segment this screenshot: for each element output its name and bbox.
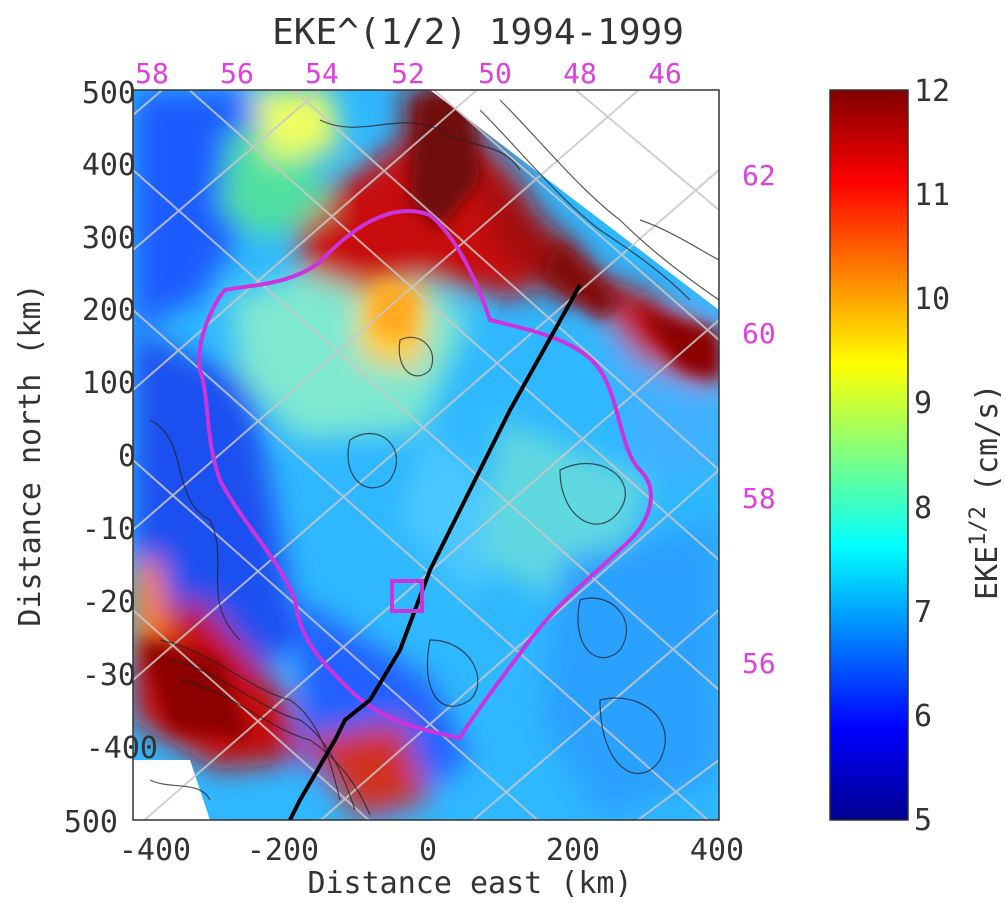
latitude-label: 56 <box>742 647 776 680</box>
y-tick-label: -20 <box>82 585 136 620</box>
y-axis-label: Distance north (km) <box>13 283 48 626</box>
colorbar-ticks: 12 11 10 9 8 7 6 5 <box>914 74 950 838</box>
x-tick-label: -400 <box>119 833 191 868</box>
colorbar-label: EKE1/2 (cm/s) <box>966 384 1005 600</box>
latitude-labels: 62 60 58 56 <box>742 159 776 680</box>
colorbar-tick-label: 5 <box>914 803 932 838</box>
y-tick-label: 500 <box>82 76 136 111</box>
plot-frame <box>132 89 720 821</box>
longitude-label: 54 <box>305 57 339 90</box>
longitude-label: 56 <box>220 57 254 90</box>
y-tick-label: 0 <box>118 439 136 474</box>
latitude-label: 62 <box>742 159 776 192</box>
colorbar-tick-label: 11 <box>914 178 950 213</box>
bathymetry-contours <box>149 99 719 816</box>
mooring-square <box>390 579 424 613</box>
colorbar-tick-label: 12 <box>914 74 950 109</box>
colorbar-tick-label: 9 <box>914 386 932 421</box>
x-axis-ticks: -400 -200 0 200 400 <box>119 833 744 868</box>
latitude-label: 60 <box>742 317 776 350</box>
svg-text:EKE1/2(cm/s): EKE1/2 (cm/s) <box>966 384 1005 600</box>
graticule <box>133 90 719 820</box>
x-tick-label: -200 <box>247 833 319 868</box>
longitude-label: 46 <box>648 57 682 90</box>
y-axis-ticks: 500 400 300 200 100 0 -10 -20 -30 -400 5… <box>64 76 158 840</box>
colorbar-tick-label: 10 <box>914 282 950 317</box>
y-tick-label: -30 <box>82 658 136 693</box>
x-axis-label: Distance east (km) <box>307 866 632 901</box>
longitude-label: 52 <box>391 57 425 90</box>
latitude-label: 58 <box>742 482 776 515</box>
y-tick-label: -400 <box>86 731 158 766</box>
colorbar-label-units: (cm/s) <box>970 384 1005 492</box>
colorbar <box>829 89 909 821</box>
colorbar-tick-label: 7 <box>914 595 932 630</box>
chart-title: EKE^(1/2) 1994-1999 <box>272 12 684 53</box>
colorbar-tick-label: 6 <box>914 699 932 734</box>
y-tick-label: 400 <box>82 148 136 183</box>
box-boundary <box>197 209 653 741</box>
y-tick-label: 300 <box>82 221 136 256</box>
longitude-label: 50 <box>478 57 512 90</box>
x-tick-label: 0 <box>419 833 437 868</box>
y-tick-label: 100 <box>82 366 136 401</box>
colorbar-label-name: EKE <box>970 546 1005 600</box>
x-tick-label: 200 <box>546 833 600 868</box>
y-tick-label: 200 <box>82 293 136 328</box>
heatmap-field <box>133 90 719 820</box>
longitude-labels: 58 56 54 52 50 48 46 <box>135 57 682 90</box>
y-tick-label: 500 <box>64 805 118 840</box>
longitude-label: 48 <box>563 57 597 90</box>
longitude-label: 58 <box>135 57 169 90</box>
section-line <box>288 284 582 820</box>
y-tick-label: -10 <box>82 512 136 547</box>
x-tick-label: 400 <box>690 833 744 868</box>
colorbar-label-superscript: 1/2 <box>966 506 991 546</box>
colorbar-tick-label: 8 <box>914 491 932 526</box>
